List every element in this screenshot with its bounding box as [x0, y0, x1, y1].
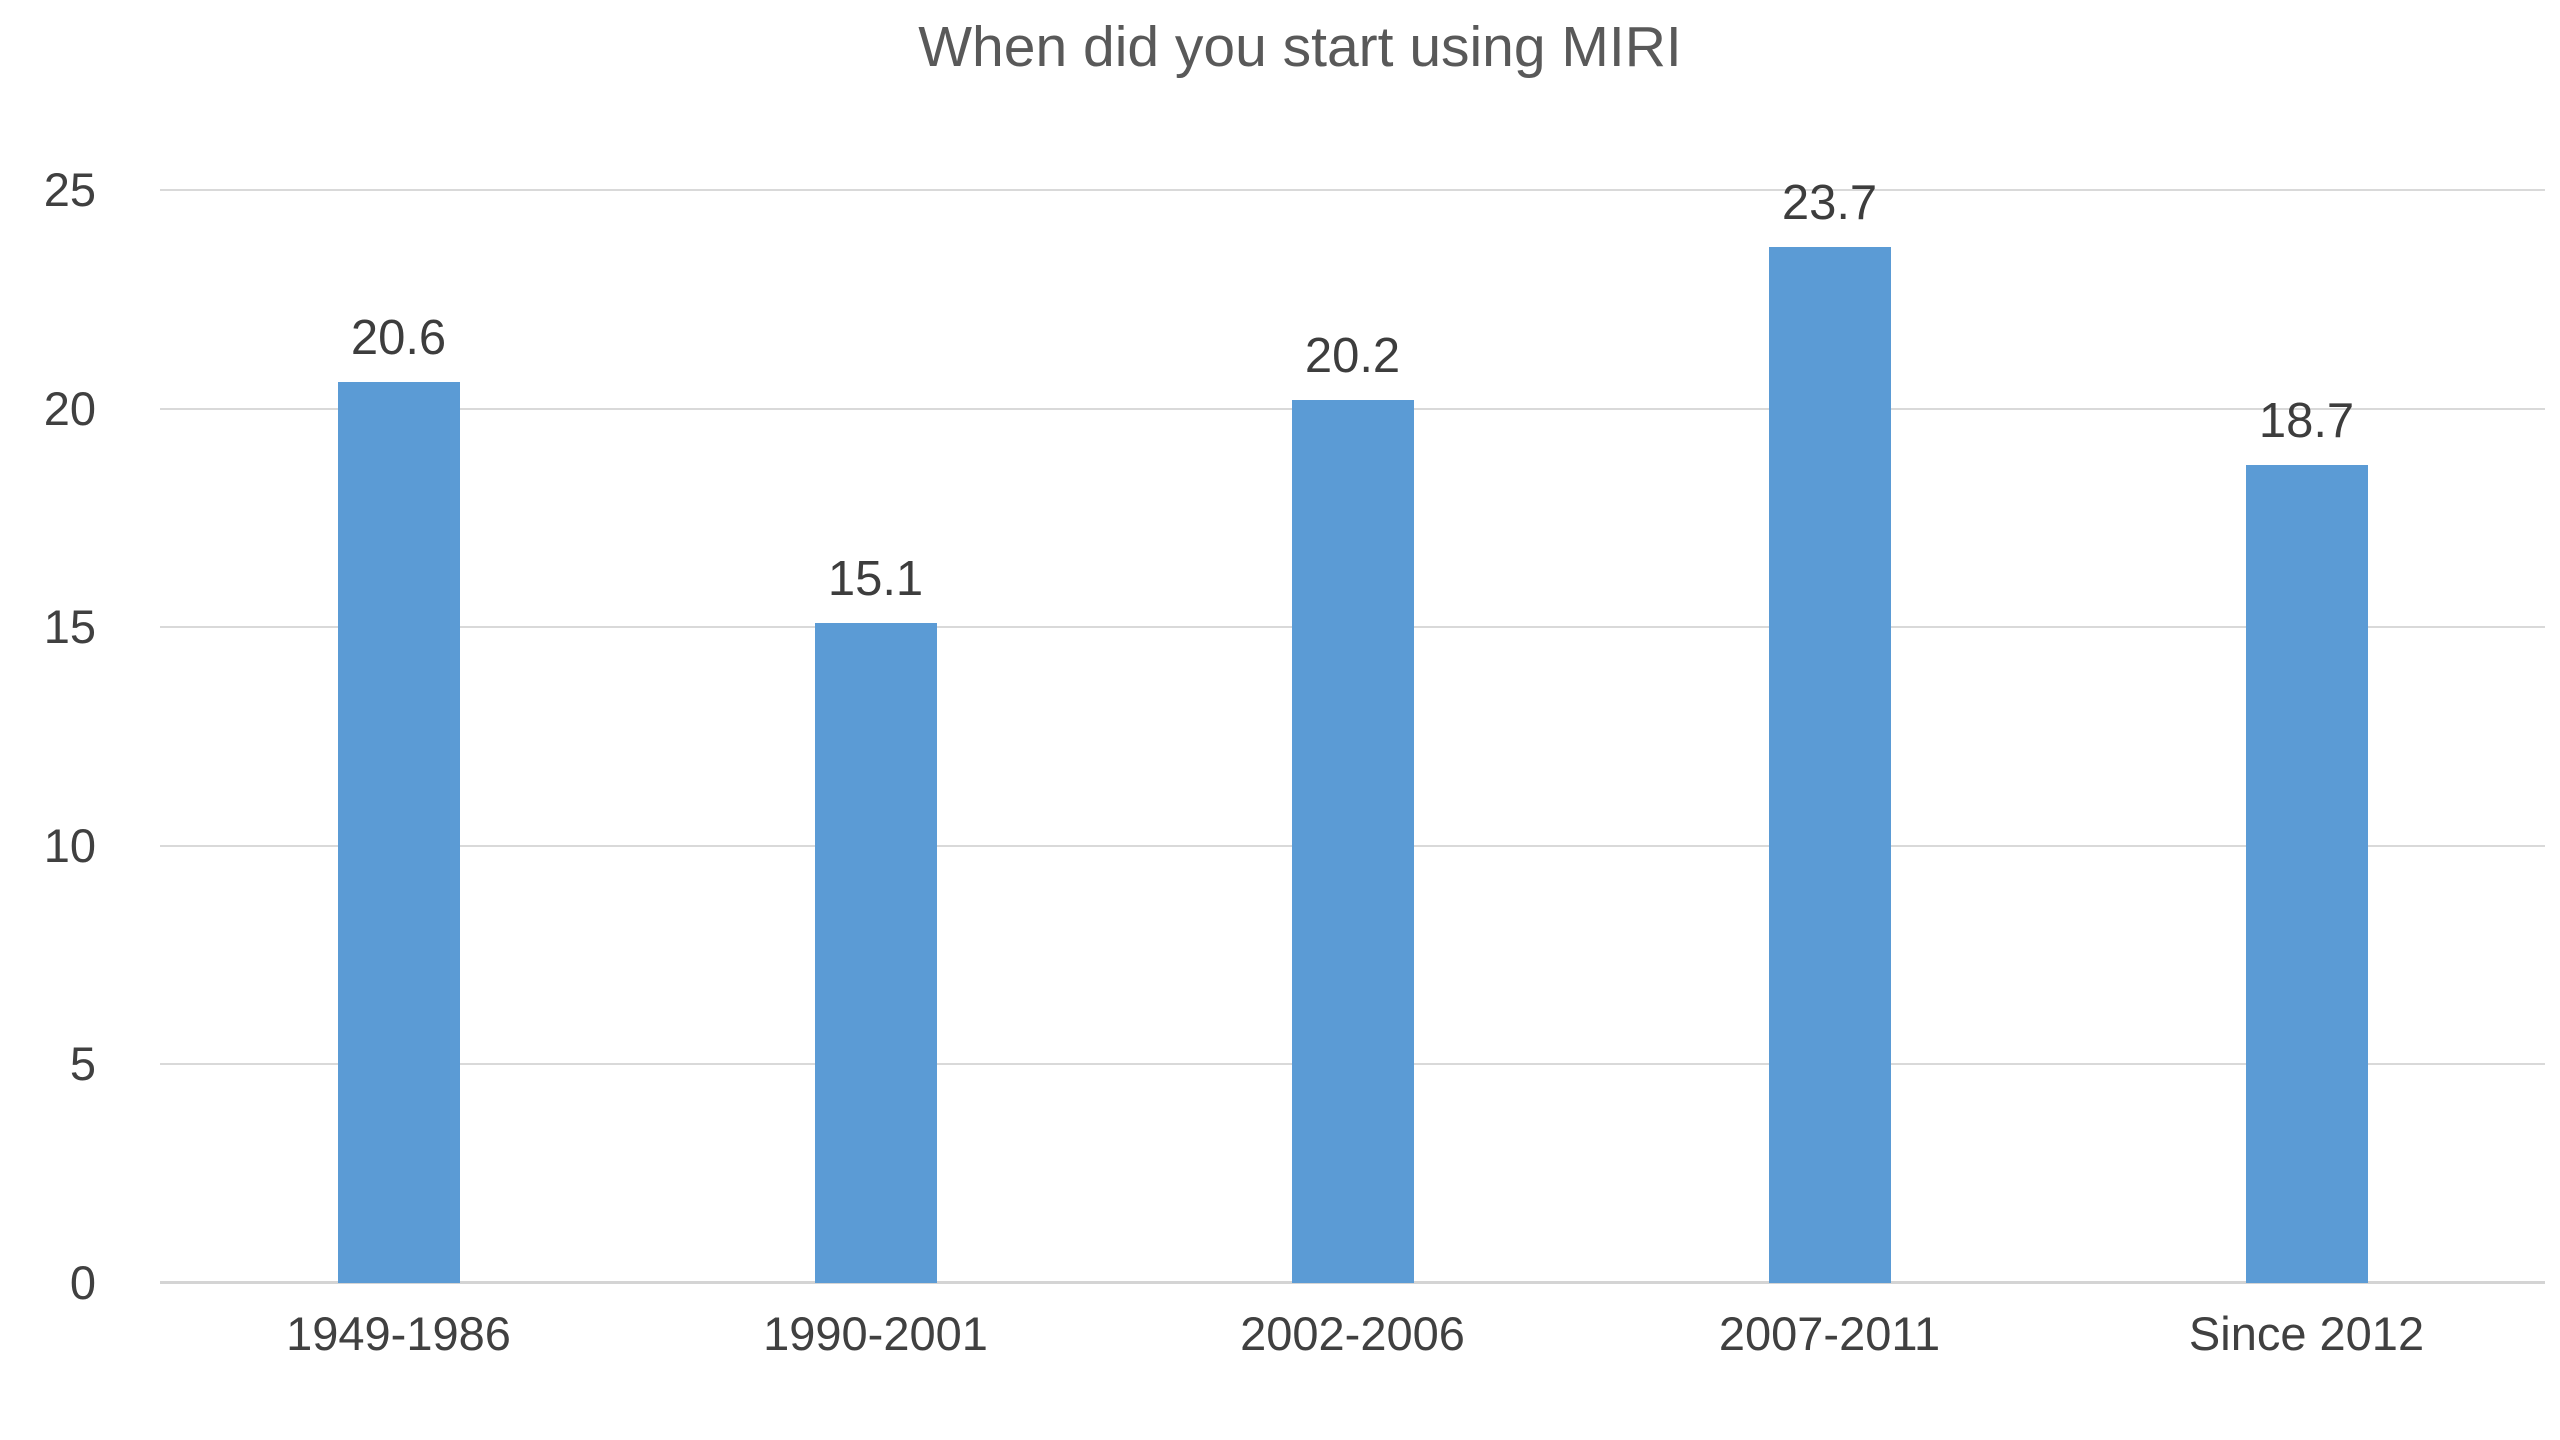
bar — [814, 622, 937, 1283]
bar-slot: 18.7 — [2068, 190, 2545, 1283]
y-tick-label: 25 — [43, 163, 96, 216]
y-tick-label: 15 — [43, 600, 96, 654]
y-axis: 0 5 10 15 20 25 — [0, 163, 130, 1309]
bar-slot: 23.7 — [1591, 176, 2068, 1283]
bar — [2245, 465, 2368, 1283]
bar — [337, 382, 460, 1283]
bar — [1291, 399, 1414, 1283]
x-tick-label: 1990-2001 — [763, 1307, 988, 1360]
bar-value-label: 20.2 — [1304, 328, 1401, 383]
bar-slot: 20.6 — [160, 190, 637, 1283]
y-tick-label: 0 — [69, 1256, 96, 1309]
x-tick-label: 2007-2011 — [1718, 1307, 1941, 1360]
bar-value-label: 18.7 — [2258, 394, 2355, 449]
x-tick-label: 1949-1986 — [286, 1307, 511, 1360]
x-tick-label: 2002-2006 — [1240, 1307, 1465, 1360]
bar-slot: 20.2 — [1114, 190, 1591, 1283]
bar-value-label: 23.7 — [1781, 175, 1878, 230]
bar — [1768, 246, 1891, 1283]
chart-title: When did you start using MIRI — [918, 15, 1682, 79]
y-tick-label: 20 — [43, 381, 96, 435]
bar-value-label: 15.1 — [827, 551, 924, 606]
y-tick-label: 5 — [69, 1037, 96, 1091]
plot-area: 20.6 15.1 20.2 23.7 18.7 — [160, 176, 2545, 1284]
gridline — [160, 189, 2545, 191]
y-tick-label: 10 — [43, 818, 96, 872]
bar-slot: 15.1 — [637, 190, 1114, 1283]
x-tick-label: Since 2012 — [2188, 1307, 2425, 1360]
bar-value-label: 20.6 — [350, 311, 447, 366]
bars-row: 20.6 15.1 20.2 23.7 18.7 — [160, 176, 2545, 1283]
x-axis: 1949-1986 1990-2001 2002-2006 2007-2011 Sinc… — [160, 1306, 2545, 1362]
